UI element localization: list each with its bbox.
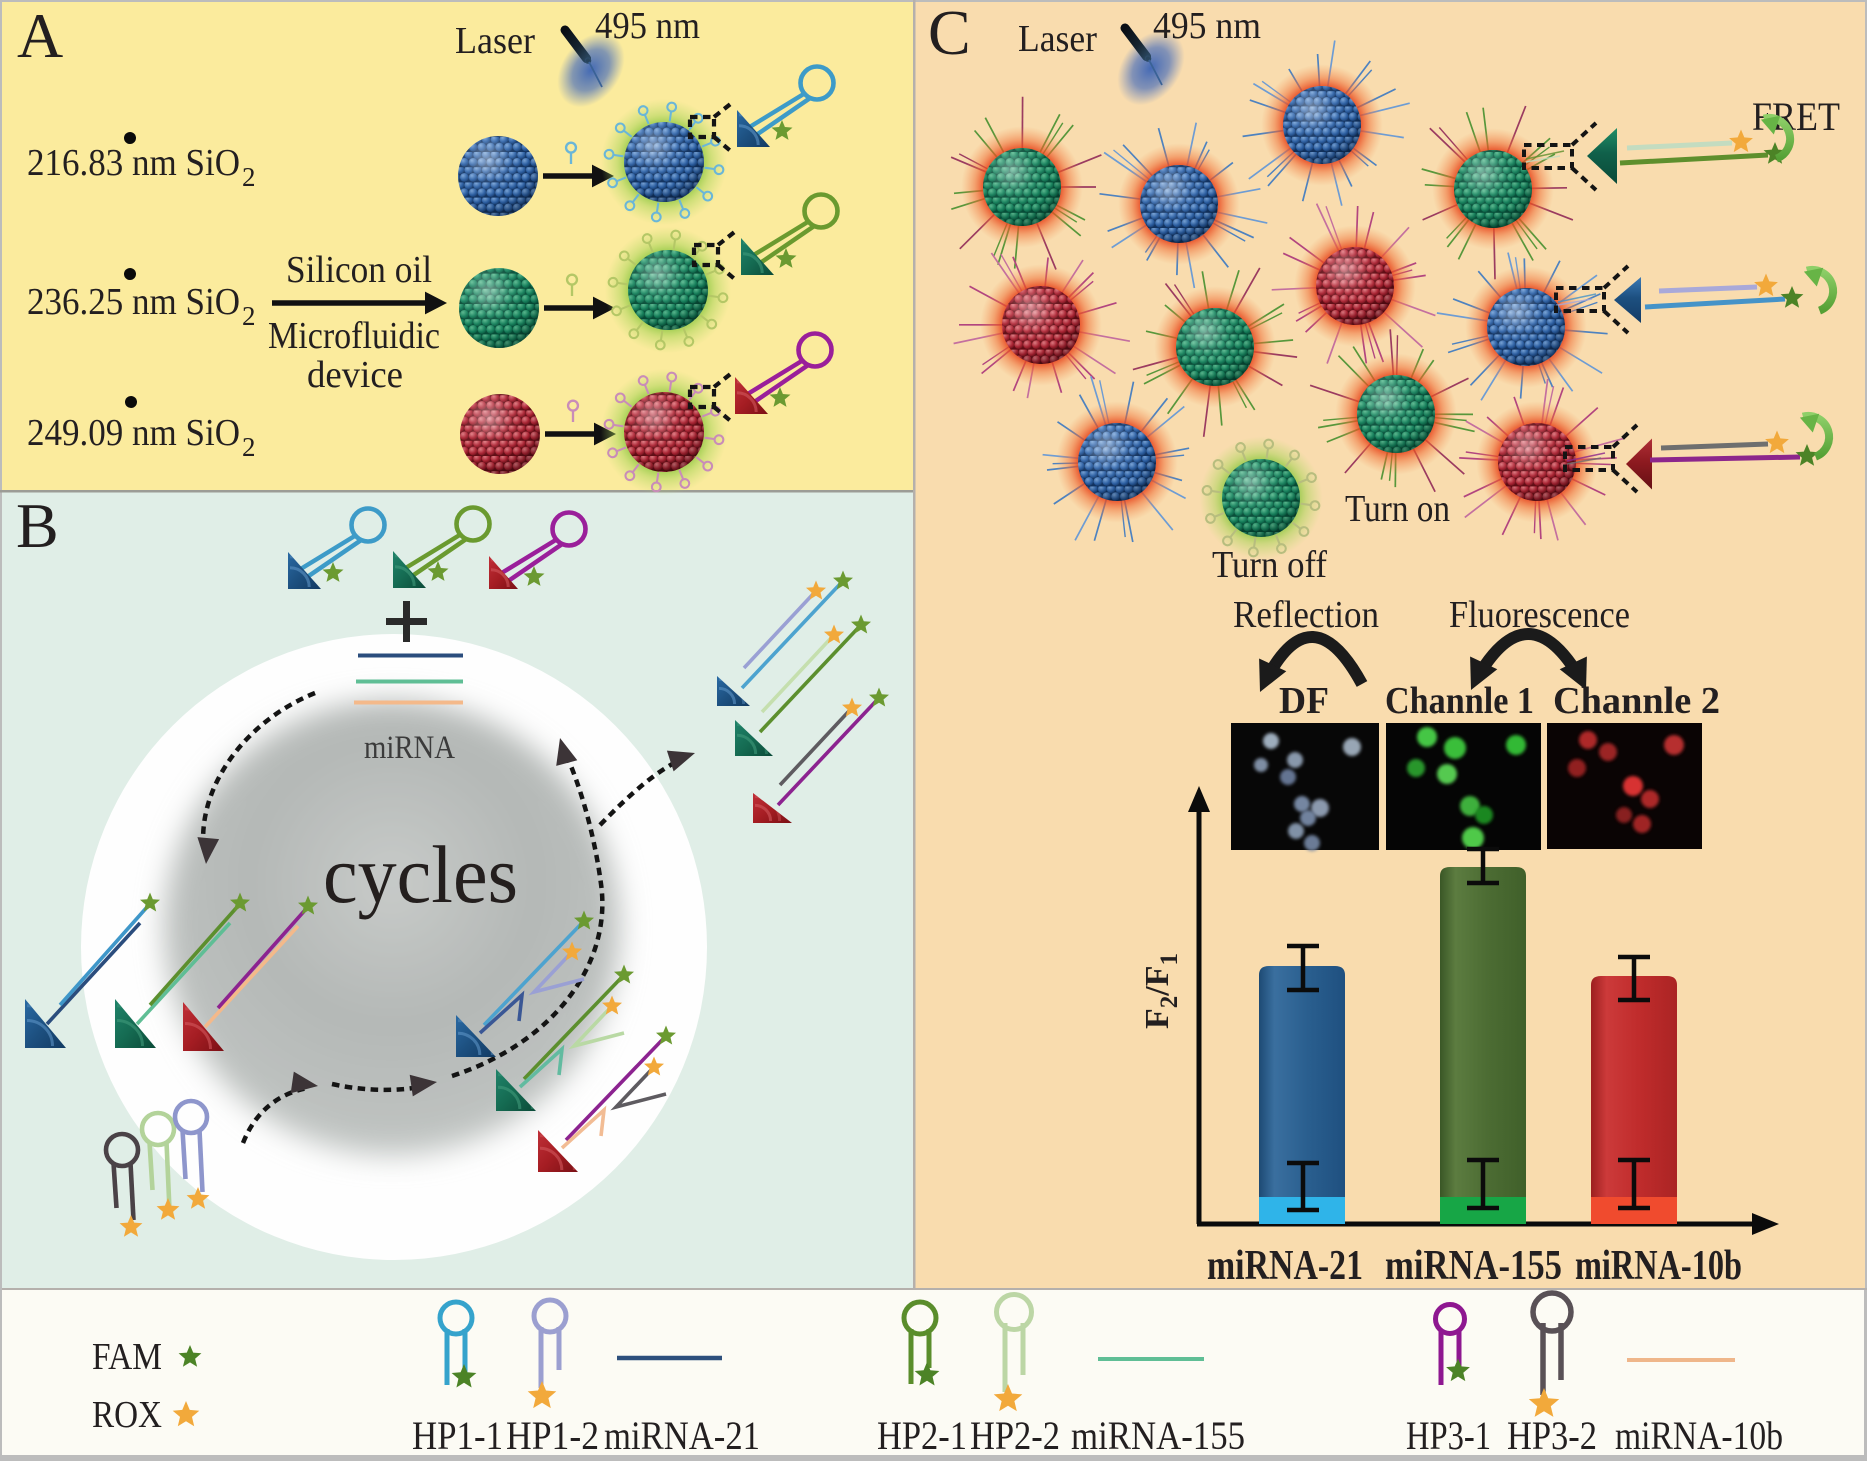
svg-text:HP1-2: HP1-2	[506, 1413, 599, 1458]
svg-text:miRNA-10b: miRNA-10b	[1615, 1413, 1783, 1458]
svg-text:495 nm: 495 nm	[595, 5, 700, 47]
svg-text:2: 2	[242, 301, 256, 331]
svg-text:miRNA-10b: miRNA-10b	[1575, 1243, 1742, 1289]
svg-text:249.09 nm SiO: 249.09 nm SiO	[27, 412, 240, 454]
svg-text:Laser: Laser	[455, 20, 535, 62]
svg-text:ROX: ROX	[92, 1394, 162, 1436]
svg-text:F2/F1: F2/F1	[1139, 953, 1183, 1029]
svg-text:miRNA-21: miRNA-21	[604, 1413, 760, 1458]
svg-text:Laser: Laser	[1018, 18, 1097, 60]
svg-text:Turn on: Turn on	[1345, 488, 1450, 530]
svg-text:HP2-1: HP2-1	[877, 1413, 967, 1458]
svg-text:HP3-2: HP3-2	[1507, 1413, 1597, 1458]
svg-text:236.25 nm SiO: 236.25 nm SiO	[27, 281, 240, 323]
svg-text:miRNA-155: miRNA-155	[1071, 1413, 1245, 1458]
svg-text:216.83 nm SiO: 216.83 nm SiO	[27, 142, 240, 184]
svg-text:miRNA-155: miRNA-155	[1385, 1243, 1562, 1289]
svg-text:HP1-1: HP1-1	[412, 1413, 503, 1458]
svg-text:Channle 2: Channle 2	[1553, 680, 1720, 722]
svg-text:2: 2	[242, 432, 256, 462]
svg-text:FAM: FAM	[92, 1336, 162, 1378]
svg-text:A: A	[17, 0, 63, 71]
svg-text:2: 2	[242, 162, 256, 192]
svg-text:HP2-2: HP2-2	[970, 1413, 1060, 1458]
svg-text:Turn off: Turn off	[1212, 544, 1327, 586]
svg-text:Channle 1: Channle 1	[1385, 680, 1534, 722]
svg-text:Silicon oil: Silicon oil	[286, 249, 432, 291]
svg-text:Reflection: Reflection	[1233, 594, 1379, 636]
svg-text:B: B	[16, 490, 59, 561]
svg-text:Microfluidic: Microfluidic	[268, 315, 440, 357]
svg-text:HP3-1: HP3-1	[1406, 1413, 1491, 1458]
svg-text:495 nm: 495 nm	[1153, 5, 1261, 47]
svg-text:device: device	[307, 354, 403, 396]
svg-text:DF: DF	[1279, 680, 1329, 722]
svg-text:C: C	[928, 0, 971, 68]
svg-text:miRNA-21: miRNA-21	[1207, 1243, 1363, 1289]
svg-text:miRNA: miRNA	[364, 730, 455, 766]
svg-text:Fluorescence: Fluorescence	[1449, 594, 1630, 636]
svg-text:cycles: cycles	[323, 829, 518, 920]
